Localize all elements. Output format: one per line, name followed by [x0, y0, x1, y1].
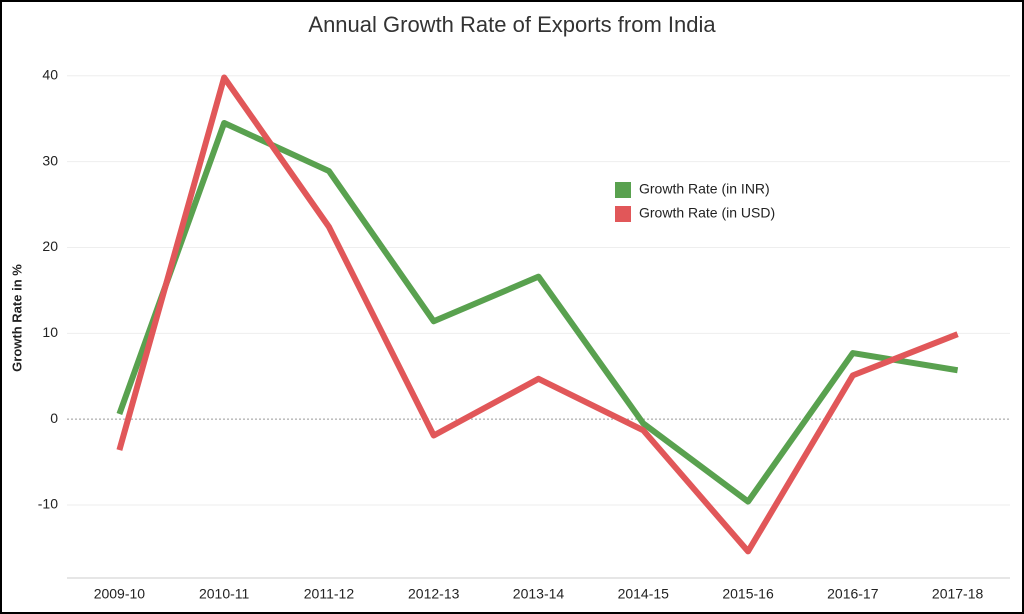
y-tick-label: -10 — [38, 496, 58, 512]
line — [116, 119, 959, 505]
x-tick-label: 2012-13 — [408, 586, 460, 602]
y-tick-label: 0 — [50, 410, 58, 426]
legend-label: Growth Rate (in INR) — [639, 181, 770, 197]
legend-swatch — [615, 206, 631, 222]
legend-label: Growth Rate (in USD) — [639, 205, 775, 221]
x-tick-label: 2015-16 — [722, 586, 774, 602]
x-tick-label: 2011-12 — [304, 586, 355, 602]
legend-swatch — [615, 182, 631, 198]
line — [116, 74, 959, 555]
y-tick-label: 40 — [42, 66, 58, 82]
x-tick-label: 2013-14 — [513, 586, 565, 602]
legend: Growth Rate (in INR) Growth Rate (in USD) — [615, 181, 775, 222]
chart-title: Annual Growth Rate of Exports from India — [308, 12, 716, 37]
x-tick-label: 2014-15 — [618, 586, 670, 602]
x-tick-label: 2010-11 — [199, 586, 250, 602]
y-tick-label: 20 — [42, 238, 58, 254]
y-tick-label: 10 — [42, 324, 58, 340]
y-axis-label: Growth Rate in % — [9, 264, 24, 372]
x-tick-label: 2009-10 — [94, 586, 146, 602]
x-tick-label: 2016-17 — [827, 586, 879, 602]
x-tick-label: 2017-18 — [932, 586, 984, 602]
y-tick-label: 30 — [42, 152, 58, 168]
